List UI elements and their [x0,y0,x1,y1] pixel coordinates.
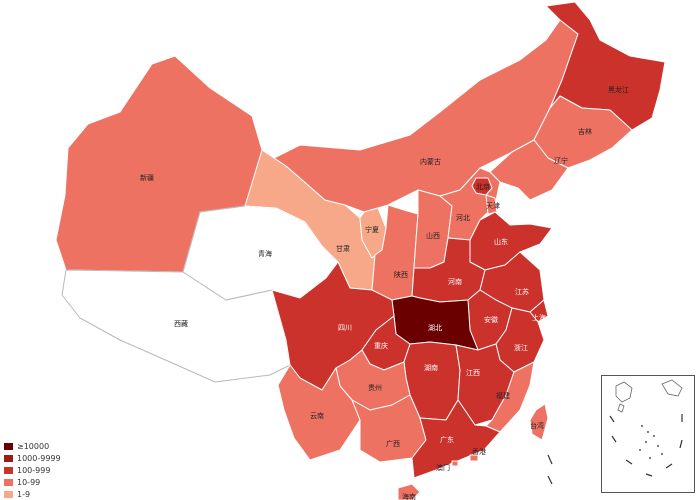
label-macau: 澳门 [436,463,450,472]
label-hebei: 河北 [456,214,470,222]
legend-swatch [4,466,13,474]
label-tianjin: 天津 [486,202,500,210]
label-sichuan: 四川 [338,324,352,332]
label-neimenggu: 内蒙古 [420,157,441,166]
label-jiangsu: 江苏 [515,287,529,296]
legend-swatch [4,442,13,450]
legend-item[interactable]: 1-9 [4,488,94,500]
label-yunnan: 云南 [310,411,324,420]
inset-map [609,379,683,477]
label-hainan: 海南 [402,492,416,500]
label-shandong: 山东 [494,237,508,246]
label-guizhou: 贵州 [368,383,382,392]
label-shanxi: 山西 [426,231,440,240]
legend-swatch [4,490,13,498]
legend-item[interactable]: 1000-9999 [4,452,94,464]
label-hubei: 湖北 [428,323,442,332]
label-shanghai: 上海 [532,313,546,322]
label-chongqing: 重庆 [374,341,388,350]
region-taiwan[interactable] [529,403,549,441]
legend-label: ≥10000 [17,441,50,451]
label-heilongjiang: 黑龙江 [608,85,629,94]
legend-item[interactable]: 100-999 [4,464,94,476]
legend-item[interactable]: ≥10000 [4,440,94,452]
labels-layer: 新疆 西藏 青海 甘肃 内蒙古 黑龙江 吉林 辽宁 宁夏 陕西 山西 河北 北京… [140,85,629,500]
label-xinjiang: 新疆 [140,173,154,182]
label-anhui: 安徽 [484,315,498,324]
legend-label: 1-9 [17,489,31,499]
nine-dash-line [547,454,553,485]
legend-swatch [4,478,13,486]
label-hunan: 湖南 [424,363,438,372]
label-henan: 河南 [448,277,462,286]
label-xizang: 西藏 [174,319,188,328]
legend-label: 10-99 [17,477,41,487]
south-china-sea-inset [601,375,695,493]
label-gansu: 甘肃 [336,244,350,253]
label-ningxia: 宁夏 [365,225,379,234]
regions-layer [55,1,666,500]
label-guangxi: 广西 [386,439,400,448]
label-hongkong: 香港 [472,447,486,456]
label-taiwan: 台湾 [530,421,544,430]
label-guangdong: 广东 [440,435,454,444]
label-jilin: 吉林 [578,127,592,136]
label-beijing: 北京 [476,182,490,191]
label-fujian: 福建 [496,391,510,400]
label-shaanxi: 陕西 [394,270,408,279]
legend-swatch [4,454,13,462]
legend-item[interactable]: 10-99 [4,476,94,488]
label-zhejiang: 浙江 [514,343,528,352]
legend: ≥10000 1000-9999 100-999 10-99 1-9 [4,440,94,500]
region-macau[interactable] [451,460,459,467]
legend-label: 1000-9999 [17,453,61,463]
region-hongkong[interactable] [469,454,479,462]
region-tianjin[interactable] [485,194,498,215]
label-jiangxi: 江西 [466,369,480,377]
region-hainan[interactable] [397,483,421,500]
legend-label: 100-999 [17,465,51,475]
label-qinghai: 青海 [258,249,272,258]
region-guangdong[interactable] [411,399,501,479]
label-liaoning: 辽宁 [554,156,568,165]
